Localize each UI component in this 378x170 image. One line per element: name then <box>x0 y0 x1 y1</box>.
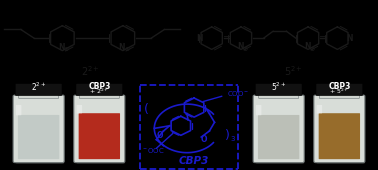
Text: ): ) <box>225 129 230 142</box>
Text: $^-$OOC: $^-$OOC <box>141 146 165 155</box>
FancyBboxPatch shape <box>74 95 125 163</box>
Text: $2^{2+}$: $2^{2+}$ <box>81 64 100 78</box>
Text: ⊕: ⊕ <box>243 47 248 52</box>
FancyBboxPatch shape <box>255 83 302 95</box>
Text: COO$^-$: COO$^-$ <box>227 89 249 98</box>
Text: $5^{2+}$: $5^{2+}$ <box>271 81 286 93</box>
FancyBboxPatch shape <box>18 115 59 159</box>
Text: N: N <box>237 42 243 51</box>
Text: + $5^{2+}$: + $5^{2+}$ <box>329 87 349 96</box>
FancyBboxPatch shape <box>19 93 59 98</box>
FancyBboxPatch shape <box>13 95 64 163</box>
Text: O: O <box>156 131 163 140</box>
FancyBboxPatch shape <box>258 115 299 159</box>
FancyBboxPatch shape <box>319 113 360 159</box>
Text: 3: 3 <box>231 136 235 142</box>
Text: N: N <box>196 34 203 43</box>
Text: CBP3: CBP3 <box>179 156 209 166</box>
Text: N: N <box>119 43 125 52</box>
Text: N: N <box>304 42 310 51</box>
FancyBboxPatch shape <box>79 113 120 159</box>
Text: N: N <box>58 43 65 52</box>
FancyBboxPatch shape <box>259 93 299 98</box>
Text: CBP3: CBP3 <box>88 82 110 91</box>
FancyBboxPatch shape <box>317 95 365 164</box>
Text: $5^{2+}$: $5^{2+}$ <box>284 64 302 78</box>
FancyBboxPatch shape <box>314 95 365 163</box>
Text: N: N <box>346 34 353 43</box>
FancyBboxPatch shape <box>77 105 82 114</box>
FancyBboxPatch shape <box>253 95 304 163</box>
FancyBboxPatch shape <box>16 105 22 115</box>
FancyBboxPatch shape <box>76 83 123 95</box>
FancyBboxPatch shape <box>319 93 359 98</box>
Text: $2^{2+}$: $2^{2+}$ <box>31 81 46 93</box>
FancyBboxPatch shape <box>16 95 64 164</box>
Text: ⊕: ⊕ <box>310 47 315 52</box>
FancyBboxPatch shape <box>77 95 125 164</box>
Text: O: O <box>201 135 208 144</box>
Text: ⊕: ⊕ <box>64 47 69 52</box>
FancyBboxPatch shape <box>79 93 119 98</box>
FancyBboxPatch shape <box>15 83 62 95</box>
FancyBboxPatch shape <box>256 105 262 115</box>
FancyBboxPatch shape <box>316 83 363 95</box>
FancyBboxPatch shape <box>317 105 322 114</box>
Text: + $2^{2+}$: + $2^{2+}$ <box>89 87 109 96</box>
FancyBboxPatch shape <box>256 95 304 164</box>
Text: ⊕: ⊕ <box>124 47 130 52</box>
Text: (: ( <box>144 103 149 116</box>
Text: CBP3: CBP3 <box>328 82 350 91</box>
